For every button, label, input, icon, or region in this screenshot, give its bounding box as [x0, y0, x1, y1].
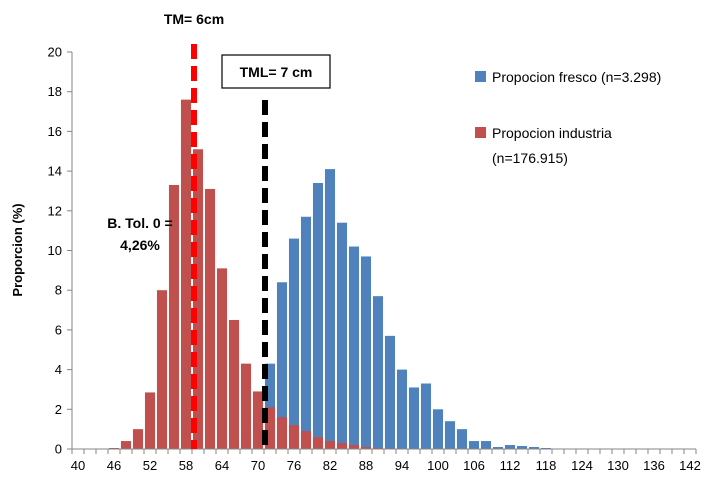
- x-tick-label: 112: [500, 458, 521, 473]
- x-tick-label: 52: [143, 458, 157, 473]
- y-tick-label: 2: [55, 402, 62, 417]
- bar-fresco: [372, 296, 384, 449]
- bar-industria: [348, 445, 360, 449]
- bar-industria: [240, 363, 252, 449]
- bar-industria: [132, 429, 144, 449]
- bar-industria: [156, 290, 168, 449]
- bar-fresco: [492, 447, 504, 449]
- bar-fresco: [300, 216, 312, 449]
- y-tick-label: 18: [48, 84, 62, 99]
- y-tick-label: 12: [48, 203, 62, 218]
- legend-label-fresco: Propocion fresco (n=3.298): [492, 69, 661, 85]
- x-tick-label: 64: [215, 458, 229, 473]
- bar-fresco: [408, 387, 420, 449]
- x-tick-label: 82: [323, 458, 337, 473]
- bar-fresco: [288, 238, 300, 449]
- y-tick-label: 10: [48, 243, 62, 258]
- tml-label: TML= 7 cm: [240, 64, 313, 80]
- bar-industria: [336, 443, 348, 449]
- bar-fresco: [384, 335, 396, 449]
- y-tick-label: 8: [55, 283, 62, 298]
- x-tick-label: 130: [607, 458, 629, 473]
- x-tick-label: 124: [571, 458, 593, 473]
- x-tick-label: 106: [463, 458, 485, 473]
- legend-label-industria-line2: (n=176.915): [492, 150, 568, 166]
- x-tick-label: 142: [679, 458, 701, 473]
- bar-fresco: [276, 282, 288, 449]
- y-axis-label: Proporcion (%): [10, 203, 25, 296]
- bar-industria: [288, 425, 300, 449]
- bar-fresco: [468, 441, 480, 449]
- y-tick-label: 6: [55, 322, 62, 337]
- x-tick-label: 88: [359, 458, 373, 473]
- bar-industria: [192, 149, 204, 449]
- legend-label-industria-line1: Propocion industria: [492, 125, 612, 141]
- bar-industria: [324, 441, 336, 449]
- y-tick-label: 16: [48, 124, 62, 139]
- bar-fresco: [504, 445, 516, 449]
- bar-industria: [252, 391, 264, 449]
- x-tick-label: 94: [395, 458, 409, 473]
- bar-fresco: [360, 256, 372, 449]
- y-tick-label: 14: [48, 164, 62, 179]
- x-tick-label: 136: [643, 458, 665, 473]
- x-tick-label: 100: [427, 458, 449, 473]
- bar-fresco: [420, 383, 432, 449]
- bar-industria: [204, 188, 216, 449]
- x-tick-label: 40: [71, 458, 85, 473]
- bar-fresco: [480, 441, 492, 449]
- bar-fresco: [528, 447, 540, 449]
- bar-industria: [264, 407, 276, 449]
- bar-industria: [120, 441, 132, 449]
- legend: Propocion fresco (n=3.298) Propocion ind…: [475, 69, 661, 166]
- tml-label-box: [221, 54, 331, 89]
- bar-fresco: [264, 363, 276, 449]
- bar-industria: [228, 319, 240, 449]
- legend-swatch-industria: [475, 127, 486, 138]
- x-tick-label: 58: [179, 458, 193, 473]
- x-axis-ticks: 40 46 52 58 64 70 76 82 88 94 100 106 112 118 124 130 13…: [71, 449, 701, 473]
- bar-industria: [144, 392, 156, 449]
- btol-label-line1: B. Tol. 0 =: [107, 215, 172, 231]
- x-tick-label: 46: [107, 458, 121, 473]
- bar-fresco: [324, 169, 336, 450]
- y-axis-ticks: 0 2 4 6 8 10 12 14 16 18 20: [48, 45, 72, 457]
- bar-fresco: [456, 429, 468, 449]
- bar-industria: [312, 437, 324, 449]
- btol-label-value: 4,26%: [120, 237, 160, 253]
- tm-label: TM= 6cm: [164, 11, 224, 27]
- bar-industria: [180, 99, 192, 449]
- bar-fresco: [336, 222, 348, 449]
- bars: [108, 99, 552, 450]
- y-tick-label: 0: [55, 442, 62, 457]
- bar-industria: [216, 268, 228, 449]
- bar-industria: [360, 447, 372, 449]
- x-tick-label: 70: [251, 458, 265, 473]
- bar-fresco: [312, 183, 324, 449]
- bar-fresco: [432, 409, 444, 449]
- y-tick-label: 4: [55, 362, 62, 377]
- y-tick-label: 20: [48, 45, 62, 60]
- bar-industria: [168, 184, 180, 449]
- x-tick-label: 118: [536, 458, 557, 473]
- bar-fresco: [444, 421, 456, 449]
- bar-fresco: [348, 246, 360, 449]
- bar-fresco: [396, 369, 408, 449]
- bar-industria: [300, 431, 312, 449]
- bar-industria: [276, 417, 288, 449]
- bar-fresco: [516, 446, 528, 449]
- x-tick-label: 76: [287, 458, 301, 473]
- legend-swatch-fresco: [475, 71, 486, 82]
